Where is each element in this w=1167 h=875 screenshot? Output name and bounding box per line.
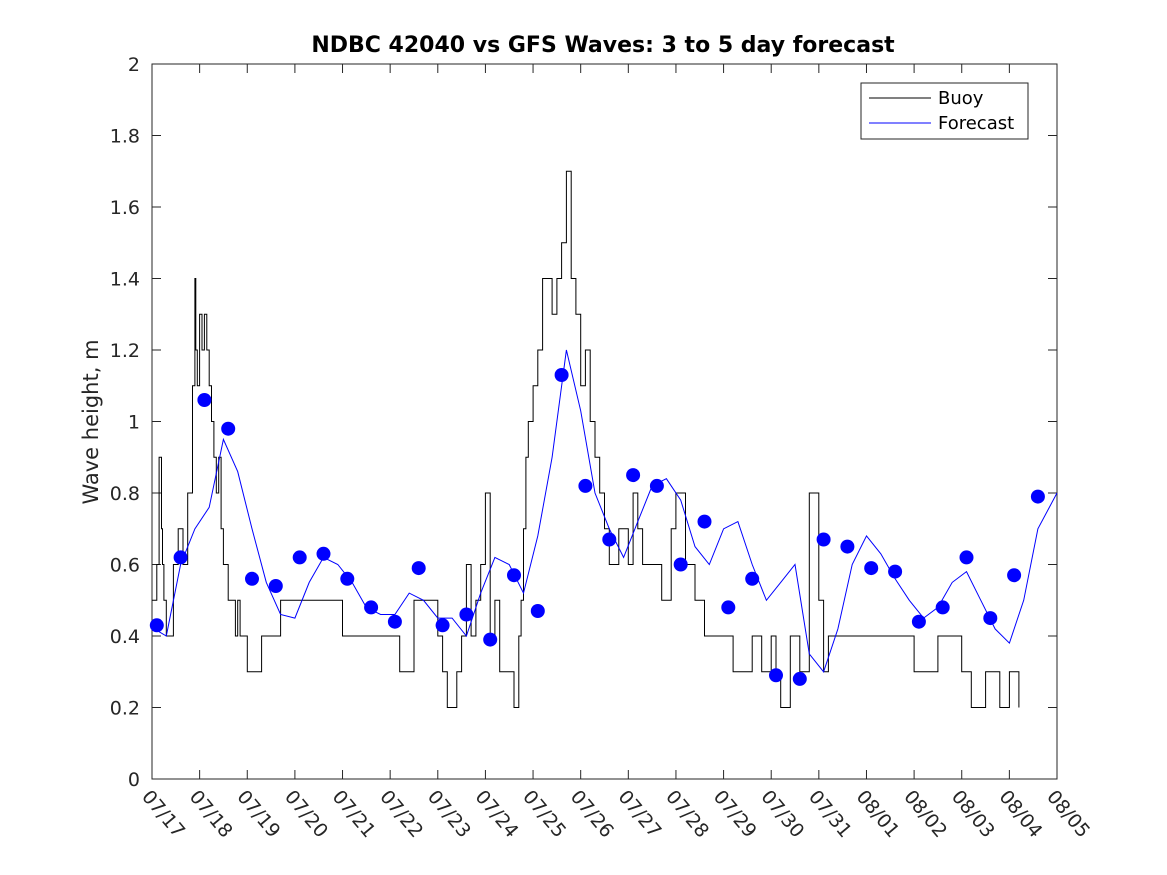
forecast-marker: [316, 546, 331, 561]
forecast-marker: [411, 561, 426, 576]
forecast-marker: [387, 614, 402, 629]
y-tick-label: 0.6: [110, 555, 140, 577]
y-tick-label: 1.4: [110, 269, 140, 291]
forecast-marker: [959, 550, 974, 565]
forecast-marker: [435, 618, 450, 633]
forecast-marker: [459, 607, 474, 622]
forecast-marker: [530, 604, 545, 618]
forecast-marker: [888, 564, 903, 579]
forecast-marker: [292, 550, 307, 565]
forecast-marker: [626, 468, 641, 483]
plot-area: [151, 63, 1058, 780]
y-tick-label: 0.2: [110, 698, 140, 720]
y-tick-labels: 0 0.2 0.4 0.6 0.8 1 1.2 1.4 1.6 1.8 2: [110, 54, 140, 791]
forecast-marker: [673, 557, 688, 572]
forecast-marker: [602, 532, 617, 547]
forecast-markers: [149, 368, 1045, 686]
legend-box: [860, 82, 1029, 140]
legend-label-forecast: Forecast: [938, 113, 1014, 134]
forecast-marker: [769, 668, 783, 683]
forecast-marker: [578, 478, 593, 493]
forecast-marker: [554, 368, 569, 382]
forecast-marker: [697, 514, 712, 529]
legend: Buoy Forecast: [860, 82, 1029, 140]
forecast-marker: [483, 632, 498, 647]
y-tick-label: 0.8: [110, 483, 140, 505]
forecast-marker: [364, 600, 379, 615]
y-tick-label: 1: [128, 412, 140, 434]
forecast-marker: [149, 618, 164, 633]
forecast-marker: [649, 478, 664, 493]
forecast-marker: [197, 393, 212, 407]
y-axis-label: Wave height, m: [79, 339, 103, 504]
forecast-marker: [1007, 568, 1022, 583]
forecast-marker: [221, 421, 236, 436]
forecast-marker: [245, 571, 259, 586]
y-tick-label: 0: [128, 769, 140, 791]
chart-title: NDBC 42040 vs GFS Waves: 3 to 5 day fore…: [311, 33, 895, 58]
forecast-marker: [745, 571, 760, 586]
forecast-marker: [1030, 489, 1045, 504]
forecast-marker: [983, 611, 998, 626]
y-tick-label: 2: [128, 54, 140, 76]
forecast-marker: [816, 532, 831, 547]
forecast-marker: [840, 539, 855, 554]
legend-label-buoy: Buoy: [938, 88, 984, 109]
series-layer: [152, 170, 1058, 708]
forecast-marker: [173, 550, 188, 565]
forecast-marker: [340, 571, 355, 586]
y-tick-label: 1.8: [110, 126, 140, 148]
forecast-marker: [864, 561, 879, 576]
forecast-marker: [721, 600, 736, 615]
y-tick-label: 0.4: [110, 626, 140, 648]
y-tick-label: 1.6: [110, 197, 140, 219]
forecast-marker: [268, 579, 283, 593]
forecast-marker: [911, 614, 926, 629]
buoy-line: [152, 170, 1020, 708]
forecast-marker: [507, 568, 521, 583]
forecast-line: [154, 349, 1058, 673]
forecast-marker: [935, 600, 950, 615]
y-tick-label: 1.2: [110, 340, 140, 362]
forecast-marker: [792, 671, 807, 686]
